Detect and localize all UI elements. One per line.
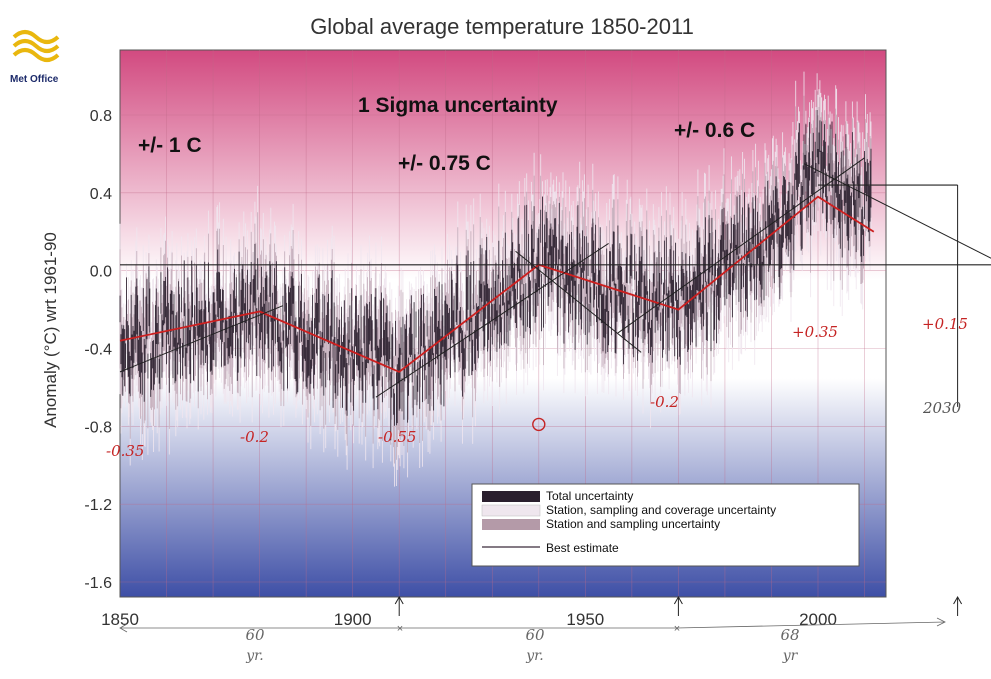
legend-swatch [482,519,540,530]
hand-trend-line [375,243,609,398]
svg-text:×: × [674,623,680,635]
hand-value: 2030 [922,399,962,417]
hand-value: -0.2 [240,428,269,446]
period-labels: 60 yr. 60 yr. 68 yr [245,626,799,664]
hand-trend-line [617,157,865,334]
legend-entry: Best estimate [546,541,619,555]
period-years: 68 [780,626,799,644]
y-tick-label: -0.4 [84,342,112,359]
y-tick-label: -0.8 [84,419,112,436]
circle-marker [532,417,546,432]
x-tick-label: 1900 [334,610,372,629]
y-tick-label: -1.2 [84,497,112,514]
uncertainty-label-3: +/- 0.6 C [674,119,755,142]
period-years: 60 [245,626,265,644]
period-unit: yr. [245,648,264,664]
legend-entry: Station, sampling and coverage uncertain… [546,503,776,517]
y-axis-label: Anomaly (°C) wrt 1961-90 [41,232,60,428]
chart-title: Global average temperature 1850-2011 [310,14,694,39]
uncertainty-label-2: +/- 0.75 C [398,152,491,175]
period-unit: yr. [525,648,544,664]
reference-lines [120,184,991,266]
legend-swatch [482,491,540,502]
hand-drawn-trend-lines [119,157,991,398]
y-tick-label: 0.0 [90,264,112,281]
legend-entry: Total uncertainty [546,489,633,503]
hand-value: -0.55 [378,428,416,446]
period-unit: yr [782,648,799,664]
hand-trend-line [803,163,991,259]
y-tick-label: 0.8 [90,108,112,125]
hand-value: +0.35 [792,323,838,341]
legend-swatch [481,504,541,517]
period-arrows: × × [119,617,946,635]
vertical-arrow [953,595,963,605]
vertical-arrow [394,595,404,605]
hand-trend-line [515,250,642,353]
y-tick-label: 0.4 [90,186,112,203]
hand-value: -0.2 [650,393,679,411]
sigma-heading: 1 Sigma uncertainty [358,94,558,117]
vertical-marks [394,185,963,616]
hand-value: +0.15 [922,315,968,333]
uncertainty-label-1: +/- 1 C [138,134,202,157]
met-office-logo: Met Office [10,30,60,85]
legend: Total uncertainty Station, sampling and … [471,483,860,567]
logo-text: Met Office [10,74,59,85]
hand-value: -0.35 [106,442,144,460]
svg-text:×: × [397,623,403,635]
y-axis: 0.8 0.4 0.0 -0.4 -0.8 -1.2 -1.6 [84,108,112,592]
period-years: 60 [525,626,545,644]
x-tick-label: 1850 [101,610,139,629]
legend-entry: Station and sampling uncertainty [546,517,720,531]
x-tick-label: 2000 [799,610,837,629]
y-tick-label: -1.6 [84,575,112,592]
x-axis: 1850 1900 1950 2000 [101,610,837,629]
hand-trend-line [119,305,284,373]
x-tick-label: 1950 [566,610,604,629]
vertical-arrow [673,595,683,605]
